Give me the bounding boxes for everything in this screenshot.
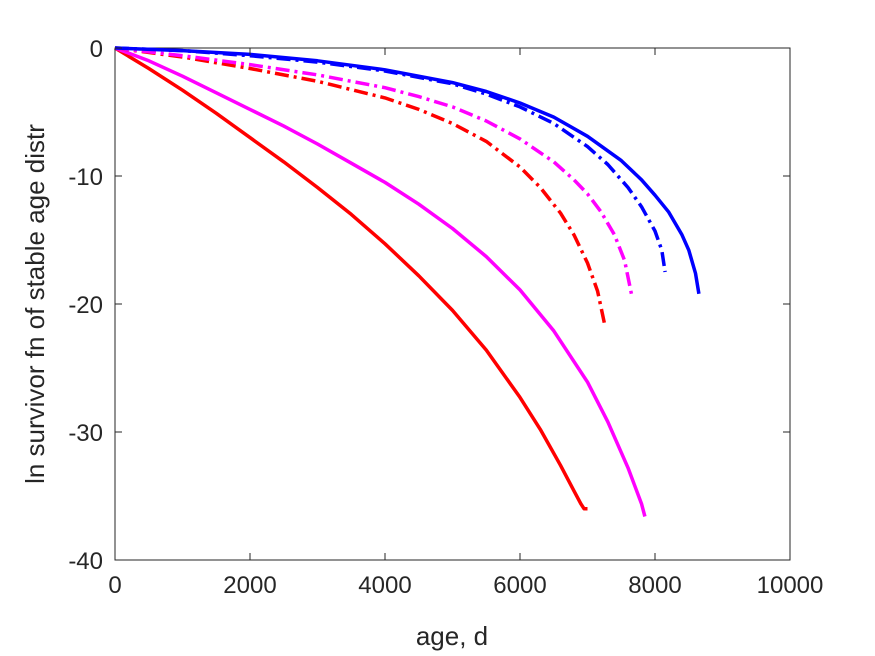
x-tick-label: 6000 — [493, 572, 546, 599]
x-tick-label: 8000 — [628, 572, 681, 599]
series-line-4 — [114, 46, 607, 324]
plot-area-border — [114, 47, 791, 561]
x-axis-ticks: 0 2000 4000 6000 8000 10000 — [108, 48, 823, 599]
y-axis-label: ln survivor fn of stable age distr — [20, 124, 50, 484]
y-tick-label: 0 — [90, 36, 103, 63]
y-tick-label: -20 — [68, 292, 103, 319]
x-tick-label: 4000 — [358, 572, 411, 599]
y-tick-label: -30 — [68, 420, 103, 447]
x-tick-label: 10000 — [757, 572, 824, 599]
series-line-2 — [114, 46, 647, 517]
series-line-6 — [114, 46, 667, 273]
y-tick-label: -40 — [68, 548, 103, 575]
x-tick-label: 2000 — [223, 572, 276, 599]
x-tick-label: 0 — [108, 572, 121, 599]
y-axis-ticks: -40 -30 -20 -10 0 — [68, 36, 790, 575]
series-layer — [114, 46, 701, 517]
series-line-1 — [114, 46, 588, 511]
plot-frame — [114, 47, 791, 561]
series-line-5 — [114, 46, 634, 295]
y-tick-label: -10 — [68, 164, 103, 191]
x-axis-label: age, d — [416, 621, 488, 651]
